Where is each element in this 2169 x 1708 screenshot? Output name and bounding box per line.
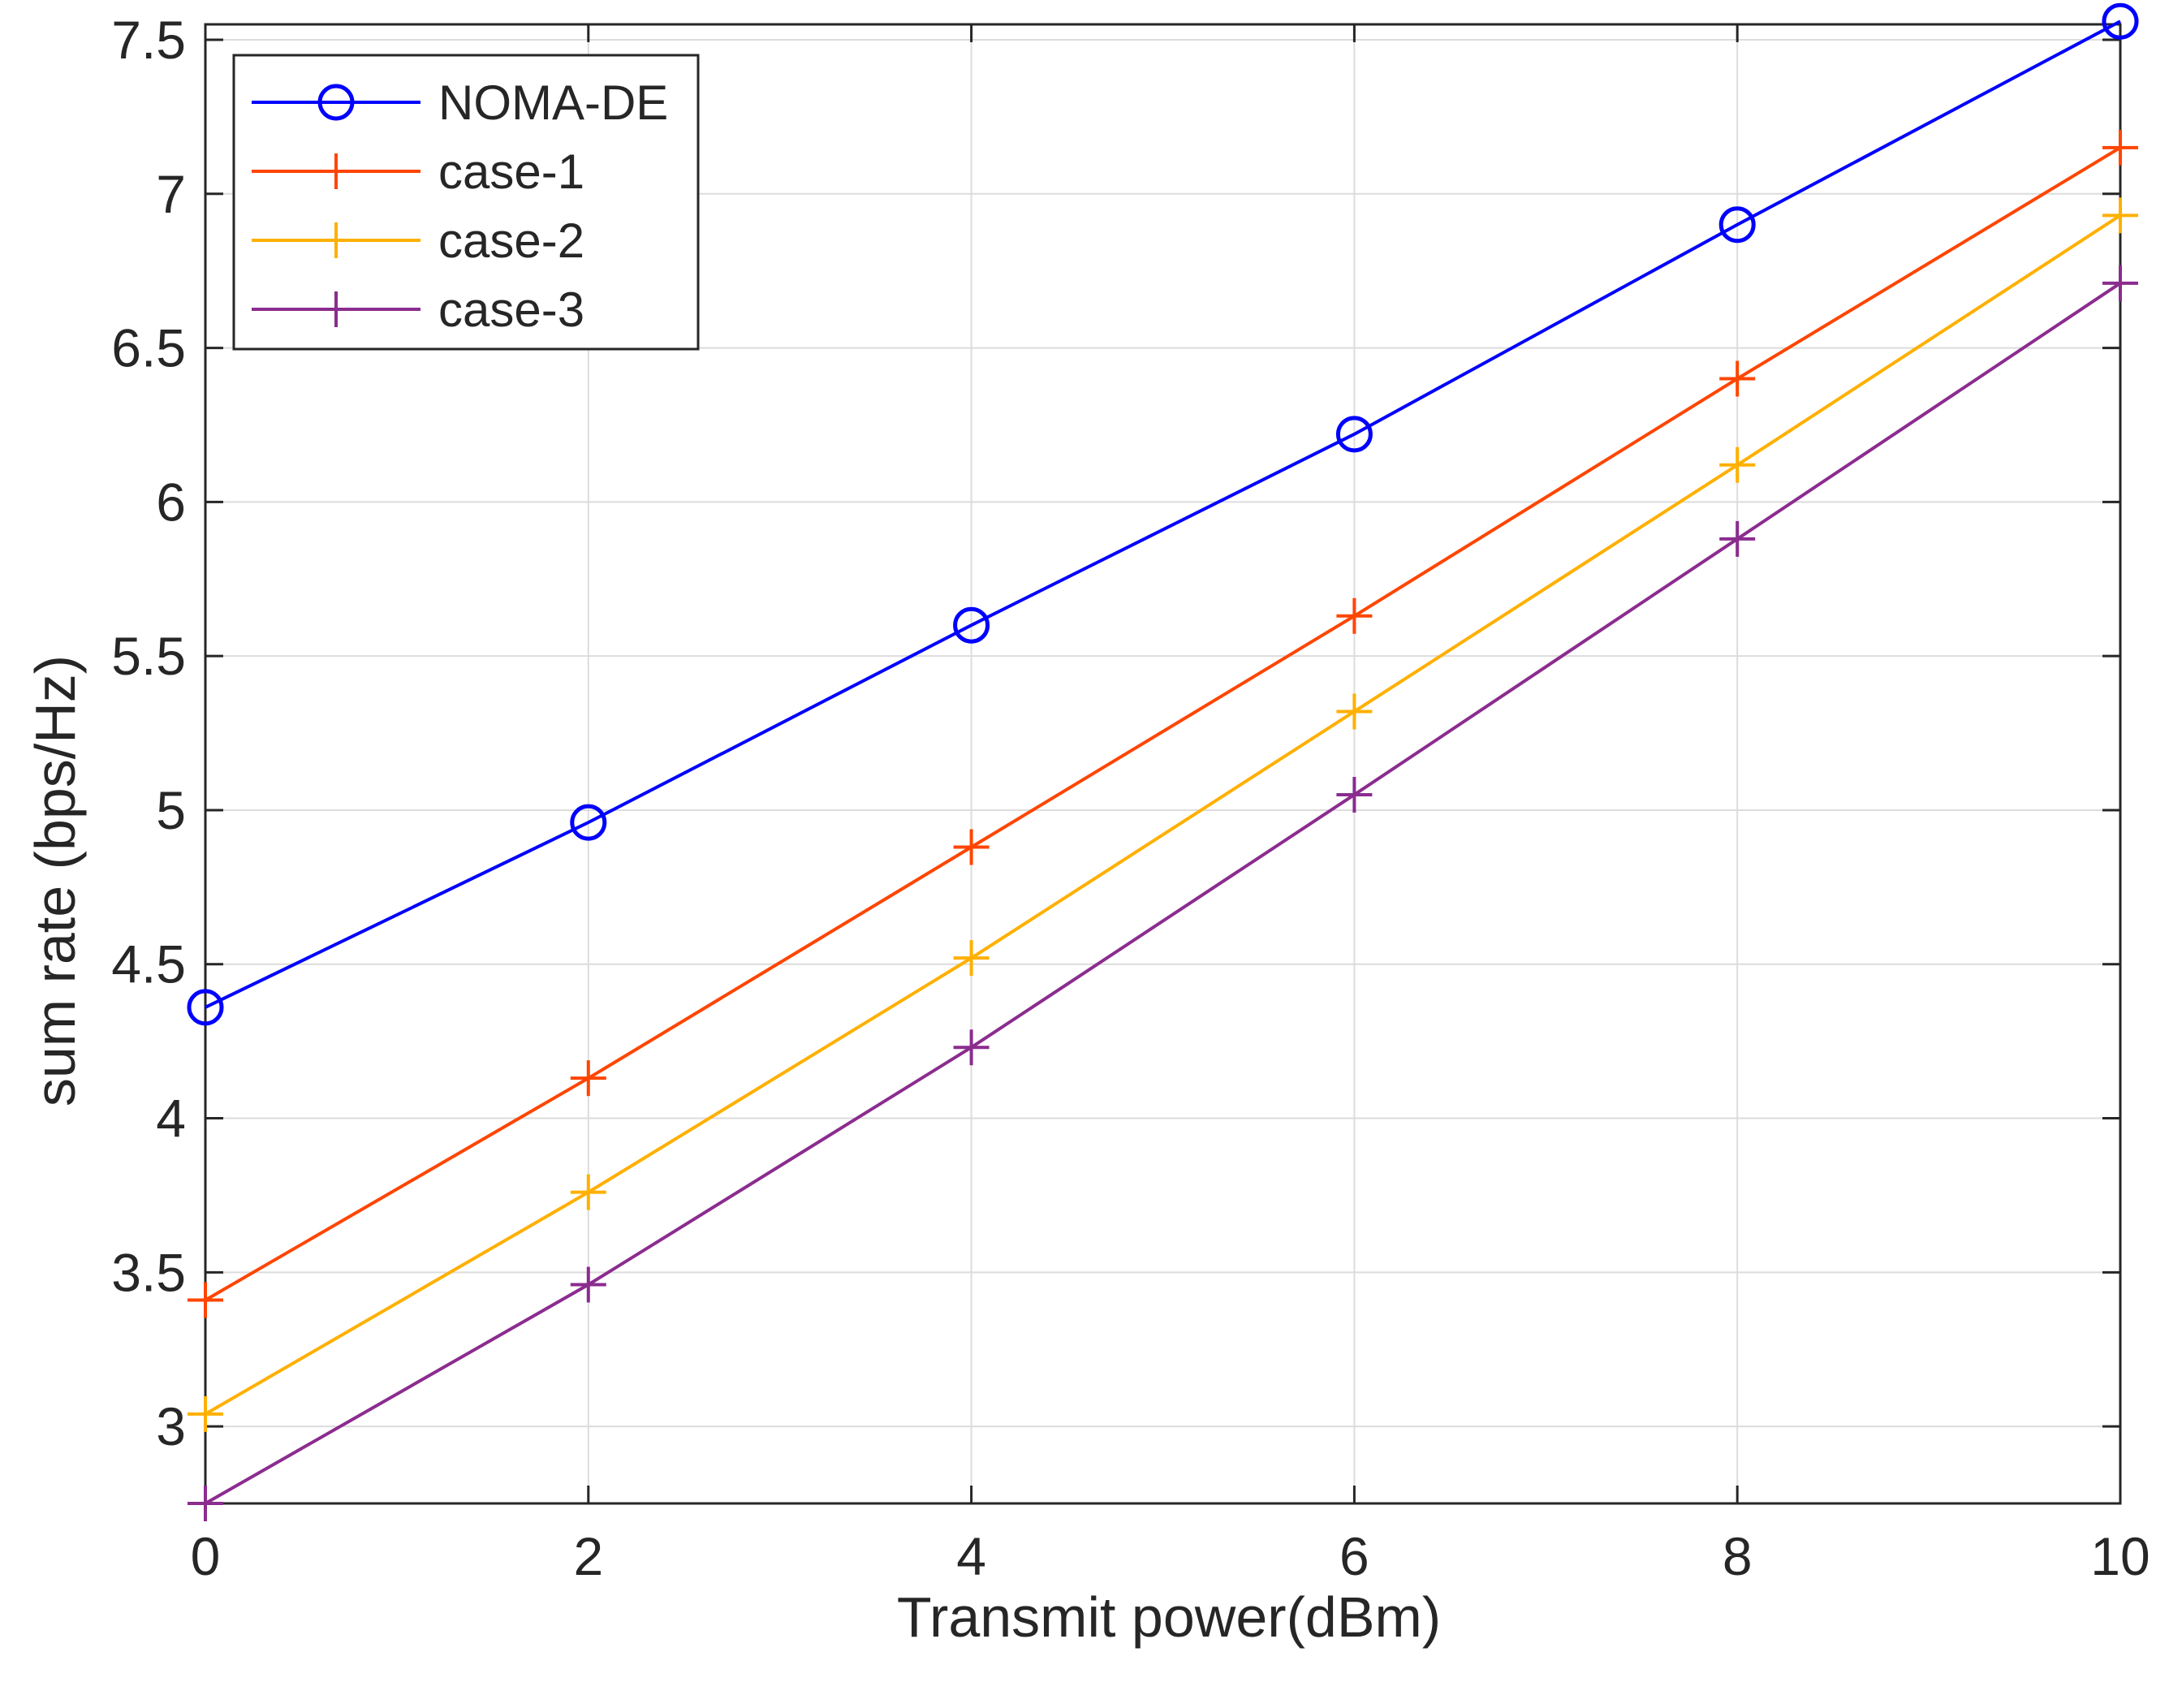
x-tick-label: 4 [956,1526,986,1586]
data-point-NOMA-DE [570,804,607,841]
x-tick-label: 10 [2090,1526,2150,1586]
data-point-NOMA-DE [953,606,990,644]
series-group [187,2,2139,1521]
data-point-NOMA-DE [187,989,224,1026]
data-point-case-1 [188,1282,223,1318]
y-tick-label: 7 [156,164,186,224]
legend-item: case-2 [252,214,584,268]
legend-item: case-3 [252,283,584,337]
data-point-case-1 [953,829,990,865]
x-tick-label: 0 [191,1526,221,1586]
series-NOMA-DE [187,2,2139,1026]
data-point-NOMA-DE [1335,416,1373,453]
series-case-2 [188,197,2138,1432]
axes [204,23,2122,1505]
data-point-case-1 [2102,129,2138,166]
series-line-case-3 [205,282,2122,1505]
y-tick-label: 5 [156,780,186,840]
series-case-3 [188,265,2138,1521]
data-point-case-3 [1719,520,1756,557]
legend-swatch-marker [318,291,354,327]
data-point-case-3 [188,1486,223,1521]
legend: NOMA-DE case-1 case-2 case-3 [232,54,700,351]
x-tick-label: 8 [1723,1526,1753,1586]
axes-box [204,23,2122,1505]
y-tick-label: 6 [156,472,186,532]
y-tick-label: 4 [156,1089,186,1149]
y-tick-label: 5.5 [111,626,186,686]
grid [205,24,2121,1503]
tick-labels: 0 2 4 6 8 10 3 3.5 4 4.5 5 5.5 6 6.5 7 7.5 [111,10,2150,1586]
legend-swatch-marker [318,222,354,258]
data-point-NOMA-DE [2102,2,2139,40]
x-tick-label: 6 [1339,1526,1369,1586]
x-axis-label: Transmit power(dBm) [897,1585,1441,1649]
legend-swatch-marker [318,153,354,189]
series-case-1 [188,129,2138,1318]
data-point-case-2 [953,940,990,977]
y-tick-label: 3.5 [111,1242,186,1302]
y-tick-label: 3 [156,1396,186,1456]
legend-swatch-marker [317,84,355,121]
data-point-case-3 [1336,776,1373,813]
data-point-case-2 [1719,446,1756,483]
series-line-case-2 [204,214,2122,1416]
data-point-case-2 [570,1174,606,1210]
data-point-case-1 [1719,360,1756,397]
x-tick-label: 2 [573,1526,603,1586]
data-point-case-2 [1336,693,1373,730]
data-point-case-1 [1336,597,1373,634]
legend-label: case-2 [438,214,584,268]
data-point-case-2 [2102,197,2138,234]
data-point-case-1 [570,1060,606,1097]
series-line-case-1 [204,146,2122,1302]
data-point-NOMA-DE [1718,206,1756,244]
data-point-case-3 [2102,265,2138,301]
legend-box [232,54,700,351]
data-point-case-3 [953,1029,990,1066]
legend-label: case-1 [438,144,584,199]
data-point-case-2 [188,1395,223,1432]
y-tick-label: 7.5 [111,10,186,70]
data-point-case-3 [570,1266,606,1303]
legend-label: NOMA-DE [438,75,668,130]
y-tick-label: 6.5 [111,318,186,378]
legend-label: case-3 [438,283,584,337]
series-line-NOMA-DE [205,19,2121,1009]
legend-item: case-1 [252,144,584,199]
legend-item: NOMA-DE [252,75,668,130]
y-tick-label: 4.5 [111,934,186,994]
y-axis-label: sum rate (bps/Hz) [24,655,87,1106]
